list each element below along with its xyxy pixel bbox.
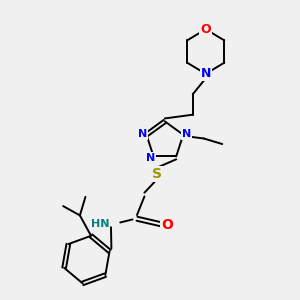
Text: S: S	[152, 167, 162, 181]
Text: HN: HN	[91, 219, 109, 229]
Text: N: N	[200, 67, 211, 80]
Text: O: O	[200, 23, 211, 36]
Text: N: N	[138, 129, 147, 139]
Text: N: N	[146, 153, 155, 163]
Text: O: O	[161, 218, 173, 232]
Text: N: N	[182, 129, 192, 139]
